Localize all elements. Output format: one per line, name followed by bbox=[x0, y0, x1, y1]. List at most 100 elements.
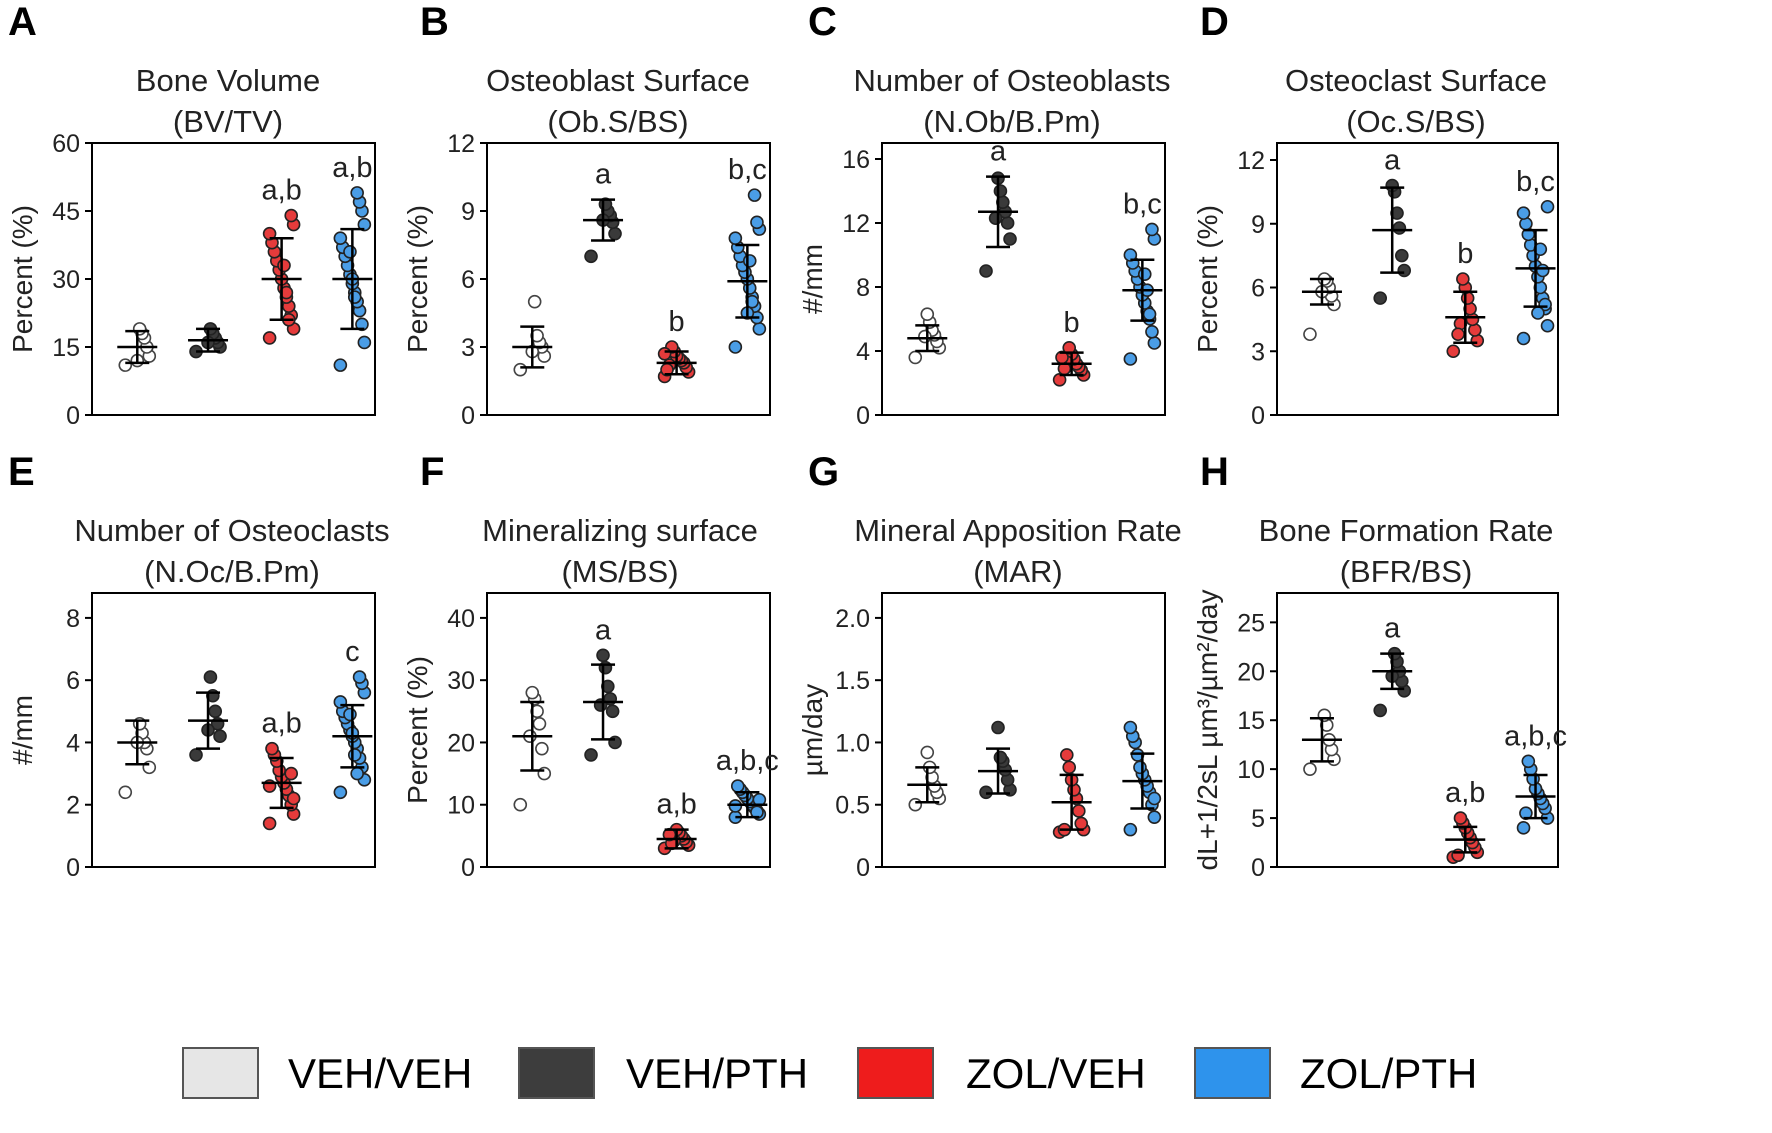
group-zol-veh bbox=[1051, 748, 1092, 839]
data-point bbox=[657, 346, 672, 361]
group-zol-veh: a,b bbox=[261, 175, 302, 345]
data-point bbox=[742, 254, 757, 268]
group-zol-pth: b,c bbox=[727, 154, 768, 354]
significance-label: a bbox=[595, 159, 612, 191]
data-point bbox=[750, 215, 764, 230]
data-point bbox=[1446, 344, 1461, 359]
data-point bbox=[208, 704, 223, 719]
data-point bbox=[1540, 199, 1555, 214]
y-tick-label: 0.5 bbox=[835, 792, 870, 820]
legend-label: ZOL/PTH bbox=[1300, 1050, 1477, 1097]
y-tick-label: 3 bbox=[1251, 338, 1265, 366]
panel-title-line: (BFR/BS) bbox=[1340, 554, 1473, 589]
plot-frame bbox=[1276, 142, 1559, 416]
legend: VEH/VEH VEH/PTH ZOL/VEH ZOL/PTH bbox=[182, 1047, 1477, 1099]
legend-label: VEH/PTH bbox=[626, 1050, 808, 1097]
panel-title-line: Osteoblast Surface bbox=[486, 63, 750, 98]
panel-title-line: Number of Osteoblasts bbox=[853, 63, 1170, 98]
data-point bbox=[265, 741, 279, 756]
data-point bbox=[1145, 222, 1159, 237]
y-tick-label: 0 bbox=[461, 854, 475, 882]
group-veh-pth: a bbox=[978, 136, 1019, 278]
data-point bbox=[333, 358, 348, 372]
y-tick-label: 0 bbox=[856, 402, 870, 430]
data-point bbox=[920, 307, 935, 322]
y-axis-label: Percent (%) bbox=[1192, 205, 1223, 353]
panel-f: F Mineralizing surface (MS/BS) 0 10 20 30 40 Per… bbox=[402, 450, 779, 882]
data-point bbox=[527, 294, 542, 309]
group-veh-veh bbox=[117, 322, 158, 372]
y-tick-label: 3 bbox=[461, 334, 475, 362]
y-tick-label: 1.5 bbox=[835, 667, 870, 695]
data-point bbox=[1060, 748, 1074, 762]
panel-c: C Number of Osteoblasts (N.Ob/B.Pm) 0 4 8 12 16… bbox=[797, 0, 1171, 430]
group-zol-veh: b bbox=[1051, 307, 1092, 387]
data-point bbox=[1531, 306, 1545, 320]
panel-title-line: Mineral Apposition Rate bbox=[854, 513, 1181, 548]
data-point bbox=[1147, 810, 1162, 824]
data-point bbox=[1303, 762, 1317, 776]
data-point bbox=[343, 707, 357, 722]
significance-label: a,b,c bbox=[1504, 720, 1567, 752]
data-point bbox=[1397, 263, 1412, 278]
group-veh-pth bbox=[188, 670, 229, 762]
group-veh-veh bbox=[907, 307, 948, 365]
group-veh-veh bbox=[512, 685, 553, 812]
data-point bbox=[262, 331, 277, 345]
significance-label: b bbox=[669, 306, 685, 338]
y-tick-label: 5 bbox=[1251, 805, 1265, 833]
data-point bbox=[333, 785, 348, 800]
data-point bbox=[918, 329, 932, 344]
group-zol-veh: a,b bbox=[1445, 777, 1485, 865]
y-tick-label: 0 bbox=[461, 402, 475, 430]
significance-label: a,b bbox=[261, 708, 301, 740]
y-tick-label: 45 bbox=[52, 198, 80, 226]
group-veh-veh bbox=[117, 716, 158, 800]
data-point bbox=[728, 340, 743, 354]
significance-label: c bbox=[345, 636, 360, 668]
data-point bbox=[203, 670, 218, 684]
data-point bbox=[1072, 804, 1086, 818]
plot-frame bbox=[91, 592, 376, 868]
group-zol-veh: b bbox=[1445, 238, 1486, 359]
group-veh-veh bbox=[907, 745, 948, 812]
y-tick-label: 4 bbox=[66, 729, 80, 757]
y-axis-label: Percent (%) bbox=[7, 205, 38, 353]
data-point bbox=[284, 208, 299, 223]
plot-frame bbox=[881, 592, 1166, 868]
significance-label: a,b bbox=[332, 152, 372, 184]
data-point bbox=[730, 779, 745, 793]
panel-d: D Osteoclast Surface (Oc.S/BS) 0 3 6 9 12 Percen… bbox=[1192, 0, 1559, 430]
significance-label: b,c bbox=[1516, 166, 1555, 198]
data-point bbox=[262, 816, 277, 831]
y-tick-label: 30 bbox=[447, 667, 475, 695]
data-point bbox=[1123, 352, 1138, 366]
data-point bbox=[596, 648, 610, 663]
data-point bbox=[920, 745, 935, 760]
y-tick-label: 2 bbox=[66, 792, 80, 820]
y-tick-label: 9 bbox=[1251, 211, 1265, 239]
data-point bbox=[1062, 760, 1077, 775]
legend-label: ZOL/VEH bbox=[966, 1050, 1146, 1097]
legend-swatch bbox=[518, 1047, 595, 1099]
data-point bbox=[993, 184, 1008, 198]
data-point bbox=[993, 750, 1008, 765]
data-point bbox=[333, 231, 348, 245]
data-point bbox=[535, 741, 549, 756]
data-point bbox=[277, 258, 291, 273]
significance-label: a bbox=[1384, 145, 1401, 177]
group-zol-pth: c bbox=[332, 636, 373, 800]
panel-title-line: (Ob.S/BS) bbox=[547, 104, 688, 139]
data-point bbox=[286, 791, 301, 806]
group-zol-pth: a,b bbox=[332, 152, 373, 372]
panel-letter: G bbox=[808, 450, 839, 494]
data-point bbox=[1317, 708, 1332, 723]
data-point bbox=[357, 335, 372, 350]
significance-label: b bbox=[1457, 238, 1473, 270]
data-point bbox=[1133, 760, 1147, 775]
data-point bbox=[118, 358, 133, 372]
data-point bbox=[213, 729, 227, 744]
y-tick-label: 2.0 bbox=[835, 605, 870, 633]
panel-e: E Number of Osteoclasts (N.Oc/B.Pm) 0 2 4 6 8 #/… bbox=[7, 450, 390, 882]
y-axis-label: µm/day bbox=[797, 684, 828, 776]
